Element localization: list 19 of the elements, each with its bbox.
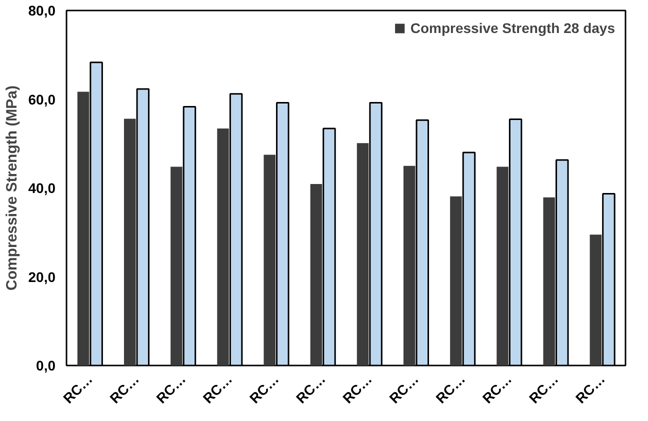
bar (403, 166, 416, 366)
bar (217, 128, 229, 366)
bar (264, 154, 276, 366)
bar (450, 196, 462, 366)
bar (543, 197, 555, 366)
y-tick-label: 20,0 (28, 268, 56, 285)
y-tick-label: 0,0 (36, 358, 56, 374)
y-axis-title: Compressive Strength (MPa) (3, 85, 20, 291)
bar (356, 143, 369, 366)
bar (496, 166, 508, 366)
bar (310, 184, 322, 366)
y-tick-label: 40,0 (28, 180, 56, 196)
y-tick-label: 80,0 (28, 2, 56, 18)
bar (77, 92, 90, 366)
y-tick-label: 60,0 (28, 91, 56, 108)
bar (170, 166, 182, 366)
bar (590, 234, 602, 366)
legend-label: Compressive Strength 28 days (410, 20, 615, 36)
bar (124, 118, 136, 366)
